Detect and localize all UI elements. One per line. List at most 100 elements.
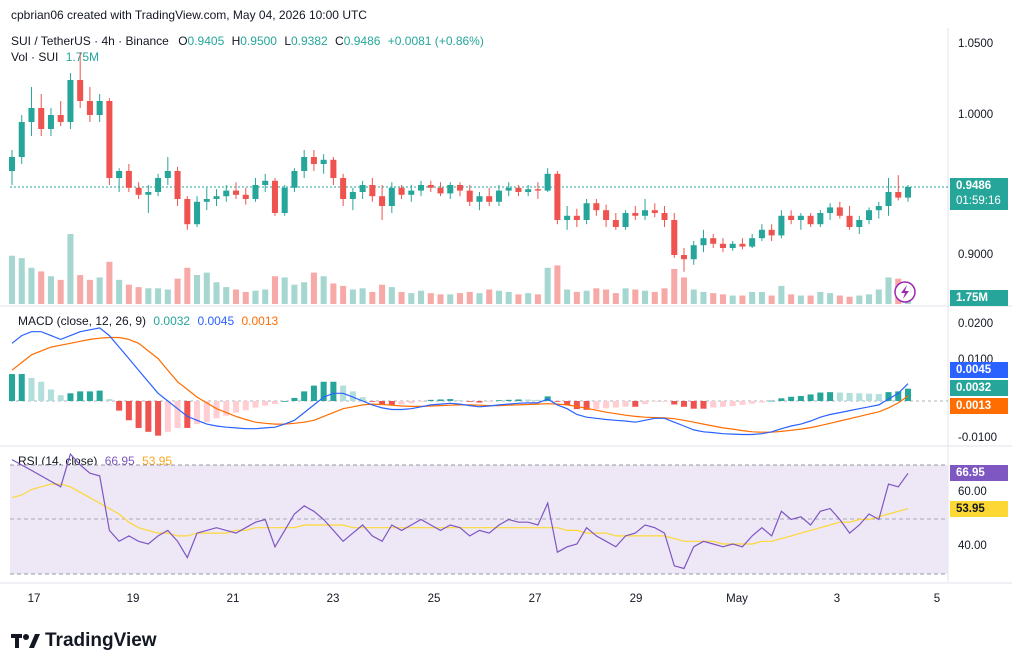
macd-hist-bar — [651, 401, 658, 402]
candle-body — [437, 187, 444, 194]
volume-bar — [164, 289, 171, 304]
candle-body — [788, 215, 795, 220]
candles — [8, 52, 912, 272]
volume-label[interactable]: Vol · SUI — [11, 50, 59, 64]
volume-bar — [320, 276, 327, 304]
candle-body — [106, 101, 113, 178]
volume-bar — [856, 295, 863, 304]
candle-body — [642, 210, 649, 216]
macd-hist-bar — [593, 401, 600, 410]
time-label-19: 19 — [126, 593, 140, 605]
candle-body — [525, 189, 532, 192]
volume-bar — [710, 293, 717, 304]
macd-hist-bar — [213, 401, 220, 419]
change-value: +0.0081 (+0.86%) — [387, 34, 484, 48]
candle-body — [690, 245, 697, 260]
volume-bar — [418, 290, 425, 304]
macd-hist-bar — [67, 393, 74, 401]
candle-body — [408, 190, 415, 195]
macd-hist-bar — [271, 401, 278, 405]
candle-body — [817, 213, 824, 225]
candle-body — [554, 173, 561, 220]
macd-hist-bar — [856, 393, 863, 401]
price-label-1: 1.0500 — [958, 38, 994, 50]
candle-body — [388, 187, 395, 206]
macd-hist-bar — [778, 398, 785, 401]
volume-bar — [8, 255, 16, 304]
macd-hist-bar — [164, 401, 171, 432]
volume-bar — [583, 290, 590, 304]
volume-bar — [788, 294, 795, 304]
volume-bar — [827, 293, 834, 304]
volume-bar — [408, 293, 415, 304]
rsi-band — [10, 465, 948, 574]
candle-body — [145, 192, 152, 195]
symbol-name[interactable]: SUI / TetherUS · 4h · Binance — [11, 34, 169, 48]
time-label-29: 29 — [629, 593, 643, 605]
macd-hist-bar — [573, 401, 580, 410]
volume-bar — [554, 265, 561, 304]
volume-bars — [8, 234, 912, 304]
volume-bar — [301, 282, 308, 304]
macd-hist-bar — [866, 393, 873, 401]
close-value: 0.9486 — [343, 34, 381, 48]
candle-body — [18, 122, 25, 157]
macd-hist-bar — [846, 392, 853, 401]
candle-body — [593, 203, 600, 211]
macd-hist-bar — [476, 401, 483, 403]
time-label-27: 27 — [528, 593, 542, 605]
candle-body — [349, 192, 356, 199]
macd-hist-bar — [622, 401, 629, 407]
volume-bar — [700, 291, 707, 304]
candle-body — [797, 215, 804, 220]
candle-body — [242, 194, 249, 199]
macd-hist-bar — [456, 400, 464, 402]
macd-hist-bar — [700, 401, 707, 409]
volume-bar — [330, 283, 337, 304]
candle-body — [680, 255, 688, 260]
volume-bar — [622, 288, 629, 304]
volume-bar — [885, 277, 892, 304]
volume-bar — [593, 288, 600, 304]
volume-bar — [155, 288, 162, 304]
candle-body — [379, 196, 386, 206]
volume-bar — [768, 295, 775, 304]
volume-bar — [817, 291, 824, 304]
candle-body — [38, 108, 45, 129]
macd-hist-bar — [155, 401, 162, 436]
tradingview-brand[interactable]: TradingView — [11, 630, 157, 652]
candle-body — [866, 210, 873, 220]
macd-hist-bar — [57, 395, 64, 401]
candle-body — [875, 206, 882, 211]
high-value: 0.9500 — [240, 34, 277, 48]
candle-body — [301, 157, 308, 171]
macd-line-tag: 0.0045 — [950, 362, 1008, 378]
macd-hist-bar — [184, 401, 191, 428]
macd-hist-bar — [661, 401, 668, 402]
macd-hist-bar — [505, 399, 512, 401]
macd-title[interactable]: MACD (close, 12, 26, 9) — [18, 314, 147, 328]
rsi-title[interactable]: RSI (14, close) — [18, 454, 98, 468]
brand-name: TradingView — [45, 630, 157, 651]
volume-bar — [232, 289, 240, 304]
rsi-ma-value: 53.95 — [142, 454, 173, 468]
volume-bar — [836, 295, 843, 304]
candle-body — [262, 180, 269, 185]
time-label-23: 23 — [326, 593, 340, 605]
volume-bar — [573, 291, 580, 304]
macd-hist-bar — [632, 401, 639, 407]
close-label: C — [335, 34, 344, 48]
candle-body — [671, 220, 678, 255]
macd-hist-bar — [642, 401, 649, 405]
macd-hist-bar — [203, 401, 210, 423]
macd-hist-bar — [291, 397, 298, 401]
time-label-3: 3 — [833, 593, 841, 605]
macd-hist-bar — [359, 397, 366, 401]
tradingview-logo-icon — [11, 634, 40, 648]
candle-body — [807, 215, 814, 225]
volume-bar — [116, 279, 123, 304]
volume-bar — [866, 294, 873, 304]
last-price-value: 0.9486 — [956, 180, 992, 192]
candle-body — [719, 243, 726, 248]
